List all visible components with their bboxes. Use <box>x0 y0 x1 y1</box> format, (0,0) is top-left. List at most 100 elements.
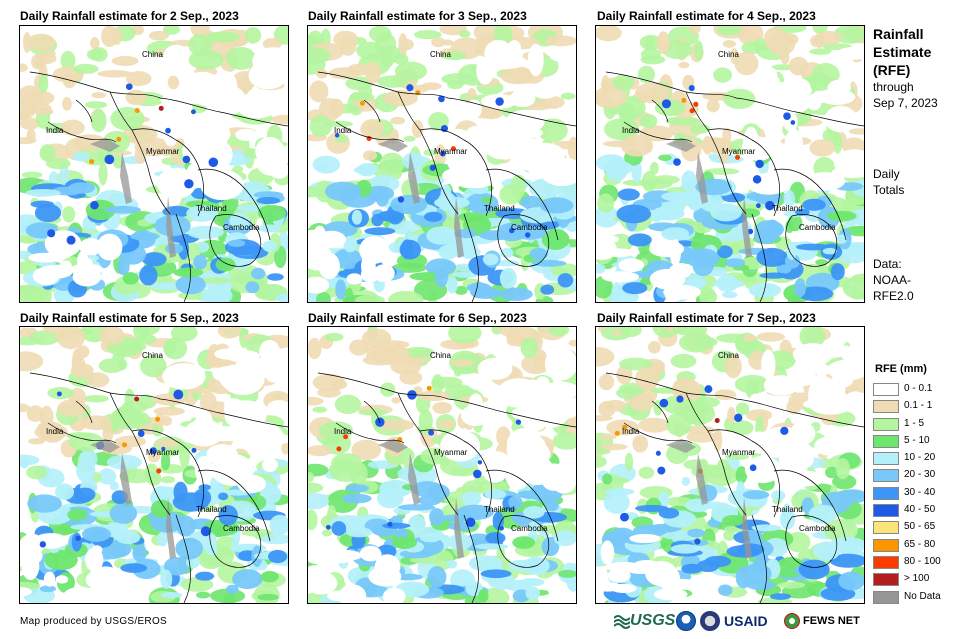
map-panel-sep5: China India Myanmar Thailand Cambodia <box>19 326 289 604</box>
side-data-line2: NOAA- <box>873 273 912 287</box>
side-title-line1: Rainfall <box>873 26 924 42</box>
panel-title-sep2: Daily Rainfall estimate for 2 Sep., 2023 <box>20 9 239 23</box>
legend-swatch <box>873 486 899 500</box>
legend-label: 40 - 50 <box>904 504 936 516</box>
commerce-seal-icon <box>700 611 720 631</box>
side-data-line3: RFE2.0 <box>873 289 914 303</box>
legend-label: 1 - 5 <box>904 417 925 429</box>
legend-swatch <box>873 555 899 569</box>
side-daily-line2: Totals <box>873 183 905 197</box>
legend-label: 10 - 20 <box>904 452 936 464</box>
legend-swatch <box>873 469 899 483</box>
label-india: India <box>334 126 352 135</box>
panel-title-sep7: Daily Rainfall estimate for 7 Sep., 2023 <box>597 311 816 325</box>
rainfall-map-sep3 <box>308 26 576 302</box>
rainfall-map-sep7 <box>596 327 864 603</box>
legend-label: 5 - 10 <box>904 434 930 446</box>
side-data-line1: Data: <box>873 257 902 271</box>
panel-title-sep6: Daily Rainfall estimate for 6 Sep., 2023 <box>308 311 527 325</box>
usaid-text: USAID <box>724 613 768 629</box>
label-india: India <box>622 126 640 135</box>
label-myanmar: Myanmar <box>434 147 468 156</box>
fewsnet-logo: FEWS NET <box>784 609 860 633</box>
map-panel-sep2: China India Myanmar Thailand Cambodia <box>19 25 289 303</box>
legend-swatch <box>873 504 899 518</box>
legend-label: 20 - 30 <box>904 469 936 481</box>
legend-swatch <box>873 383 899 396</box>
label-india: India <box>334 427 352 436</box>
legend-swatch <box>873 400 899 414</box>
label-myanmar: Myanmar <box>722 448 756 457</box>
label-myanmar: Myanmar <box>434 448 468 457</box>
panel-title-sep5: Daily Rainfall estimate for 5 Sep., 2023 <box>20 311 239 325</box>
label-thailand: Thailand <box>196 204 227 213</box>
label-india: India <box>46 427 64 436</box>
side-title-line3: (RFE) <box>873 62 911 78</box>
legend-swatch <box>873 452 899 466</box>
side-daily-line1: Daily <box>873 167 900 181</box>
noaa-logo <box>676 609 696 633</box>
legend-label: 80 - 100 <box>904 555 941 567</box>
label-india: India <box>46 126 64 135</box>
usgs-text: USGS <box>630 612 676 629</box>
side-through: through <box>873 80 914 94</box>
label-china: China <box>718 351 739 360</box>
side-title-block: Rainfall Estimate (RFE) through Sep 7, 2… <box>873 25 938 111</box>
side-data-block: Data: NOAA- RFE2.0 <box>873 256 914 304</box>
map-panel-sep6: China India Myanmar Thailand Cambodia <box>307 326 577 604</box>
legend-swatch <box>873 573 899 587</box>
fewsnet-text: FEWS NET <box>803 615 860 627</box>
doc-logo <box>700 609 720 633</box>
legend-swatch <box>873 417 899 431</box>
logo-bar: USGS USAID FEWS NET <box>614 609 866 633</box>
label-cambodia: Cambodia <box>511 223 548 232</box>
map-credit: Map produced by USGS/EROS <box>20 616 168 627</box>
legend-label: No Data <box>904 590 941 602</box>
fewsnet-icon <box>784 613 800 629</box>
side-date: Sep 7, 2023 <box>873 96 938 110</box>
label-myanmar: Myanmar <box>722 147 756 156</box>
legend-label: 50 - 65 <box>904 521 936 533</box>
noaa-icon <box>676 611 696 631</box>
legend-label: 0.1 - 1 <box>904 400 933 412</box>
label-china: China <box>430 351 451 360</box>
rainfall-map-sep5 <box>20 327 288 603</box>
rainfall-map-sep4 <box>596 26 864 302</box>
panel-title-sep4: Daily Rainfall estimate for 4 Sep., 2023 <box>597 9 816 23</box>
label-cambodia: Cambodia <box>799 524 836 533</box>
map-panel-sep4: China India Myanmar Thailand Cambodia <box>595 25 865 303</box>
label-china: China <box>142 50 163 59</box>
label-cambodia: Cambodia <box>799 223 836 232</box>
side-daily-block: Daily Totals <box>873 166 904 198</box>
label-india: India <box>622 427 640 436</box>
label-cambodia: Cambodia <box>511 524 548 533</box>
legend-label: 65 - 80 <box>904 538 936 550</box>
label-cambodia: Cambodia <box>223 223 260 232</box>
usaid-logo: USAID <box>724 609 768 633</box>
usgs-wave-icon <box>614 615 630 629</box>
legend-swatch <box>873 434 899 448</box>
side-title-line2: Estimate <box>873 44 932 60</box>
rainfall-map-sep2 <box>20 26 288 302</box>
legend-swatch <box>873 590 899 604</box>
label-thailand: Thailand <box>484 505 515 514</box>
map-panel-sep7: China India Myanmar Thailand Cambodia <box>595 326 865 604</box>
legend-swatch <box>873 521 899 535</box>
label-thailand: Thailand <box>772 505 803 514</box>
label-myanmar: Myanmar <box>146 147 180 156</box>
legend-title: RFE (mm) <box>875 363 927 375</box>
map-panel-sep3: China India Myanmar Thailand Cambodia <box>307 25 577 303</box>
legend-label: 30 - 40 <box>904 486 936 498</box>
panel-title-sep3: Daily Rainfall estimate for 3 Sep., 2023 <box>308 9 527 23</box>
legend-label: 0 - 0.1 <box>904 383 933 394</box>
label-china: China <box>718 50 739 59</box>
label-china: China <box>430 50 451 59</box>
label-thailand: Thailand <box>196 505 227 514</box>
usgs-logo: USGS <box>614 609 675 633</box>
legend-label: > 100 <box>904 573 930 585</box>
label-thailand: Thailand <box>484 204 515 213</box>
label-thailand: Thailand <box>772 204 803 213</box>
legend-swatch <box>873 538 899 552</box>
label-myanmar: Myanmar <box>146 448 180 457</box>
rainfall-map-sep6 <box>308 327 576 603</box>
